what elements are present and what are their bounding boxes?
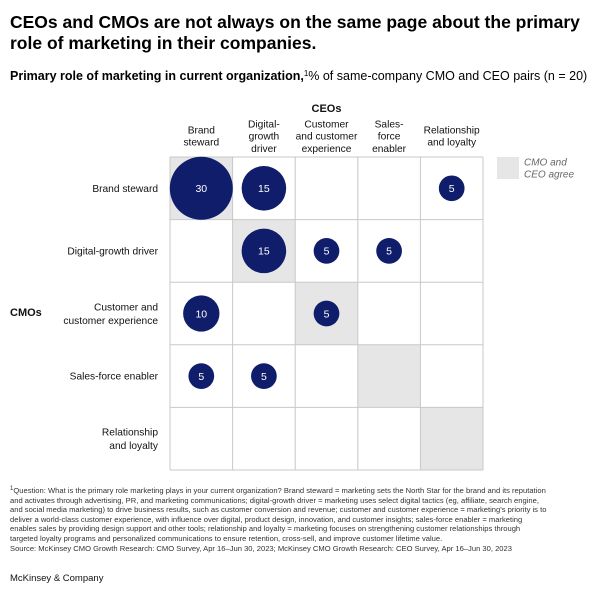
subtitle-rest: % of same-company CMO and CEO pairs (n =…	[308, 69, 588, 83]
row-header: Sales-force enabler	[70, 372, 159, 383]
footnote-marker: 1	[10, 486, 14, 492]
row-header: Customer and customer experience	[63, 302, 158, 327]
row-header: Digital-growth driver	[67, 246, 158, 257]
bubble-value-label: 30	[195, 183, 207, 195]
brand-logo-text: McKinsey & Company	[10, 573, 104, 584]
footnote-line: enables sales by providing design suppor…	[10, 524, 521, 534]
bubble-value-label: 10	[195, 308, 207, 320]
column-header: Digital-growth driver	[248, 119, 280, 155]
chart-subtitle: Primary role of marketing in current org…	[10, 68, 590, 84]
footnote-line: Question: What is the primary role marke…	[13, 486, 546, 495]
footnote-text: 1Question: What is the primary role mark…	[10, 486, 590, 544]
footnote-line: and activates through advertising, PR, a…	[10, 495, 539, 505]
col-axis-label: CEOs	[312, 103, 342, 115]
bubble-matrix-chart: CEOs CMOs Brand steward Digital-growth driver…	[10, 103, 574, 471]
bubble-value-label: 15	[258, 246, 270, 258]
legend-swatch	[497, 157, 519, 179]
bubble	[438, 175, 465, 202]
subtitle-footnote-marker: 1	[303, 69, 309, 78]
bubble-value-label: 5	[449, 183, 455, 195]
bubble-value-label: 5	[386, 246, 392, 258]
bubble	[376, 238, 402, 264]
footnote-line: deliver a world-class customer experienc…	[10, 514, 523, 524]
bubble-value-label: 5	[324, 308, 330, 320]
chart-title: CEOs and CMOs are not always on the same…	[10, 12, 580, 53]
legend-label: CMO and CEO agree	[524, 158, 574, 181]
bubble	[188, 363, 215, 389]
column-header: Customer and customer experience	[296, 119, 358, 155]
row-header: Brand steward	[92, 184, 158, 195]
agree-cell	[357, 344, 421, 408]
bubble-value-label: 5	[261, 371, 267, 383]
column-header: Relationship and loyalty	[424, 125, 480, 148]
footnote-line: and social media marketing) to drive bus…	[10, 505, 547, 515]
footnote-line: targeted loyalty programs and personaliz…	[10, 533, 443, 543]
row-axis-label: CMOs	[10, 307, 42, 319]
bubble	[241, 228, 287, 274]
bubble-value-label: 5	[198, 371, 204, 383]
subtitle-bold: Primary role of marketing in current org…	[10, 69, 304, 83]
bubble	[313, 300, 340, 327]
row-header: Relationship and loyalty	[102, 428, 159, 453]
bubble	[313, 238, 340, 264]
bubble	[183, 295, 220, 332]
footnote-source: Source: McKinsey CMO Growth Research: CM…	[10, 543, 512, 553]
bubble-value-label: 5	[324, 246, 330, 258]
column-header: Brand steward	[183, 125, 219, 148]
column-header: Sales-force enabler	[372, 119, 407, 155]
agree-cell	[420, 407, 483, 470]
bubble-value-label: 15	[258, 183, 270, 195]
bubble	[241, 166, 287, 211]
bubble	[169, 156, 233, 220]
footnote: 1Question: What is the primary role mark…	[10, 486, 590, 553]
bubble	[251, 363, 277, 389]
